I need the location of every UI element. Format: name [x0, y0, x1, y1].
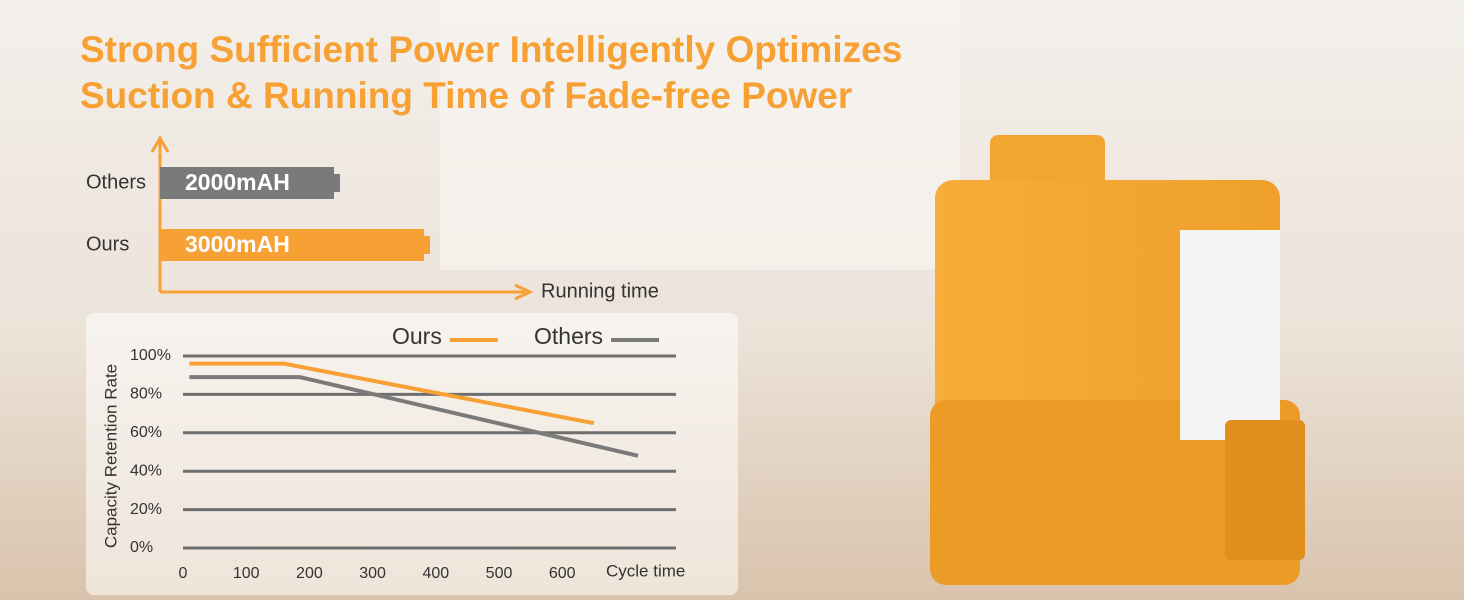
value-label: 2000mAH: [185, 169, 290, 195]
x-tick-label: 400: [422, 565, 449, 582]
bar: [160, 167, 334, 199]
bar: [160, 229, 424, 261]
series-line: [189, 375, 639, 458]
series-line: [189, 361, 595, 426]
x-tick-label: 0: [179, 565, 188, 582]
x-tick-label: 500: [486, 565, 513, 582]
x-tick-label: 100: [233, 565, 260, 582]
y-axis-arrow: [150, 134, 170, 292]
x-tick-label: 200: [296, 565, 323, 582]
bar-terminal: [334, 174, 340, 192]
value-label: 3000mAH: [185, 231, 290, 257]
y-tick-label: 80%: [130, 386, 162, 403]
y-tick-label: 0%: [130, 539, 153, 556]
x-tick-label: 600: [549, 565, 576, 582]
line-chart: Capacity Retention Rate Cycle time 0% 20%…: [101, 323, 685, 582]
x-tick-label: 300: [359, 565, 386, 582]
y-tick-label: 40%: [130, 462, 162, 479]
category-label: Others: [86, 171, 146, 193]
line-chart-panel: [86, 313, 738, 595]
y-tick-label: 60%: [130, 424, 162, 441]
category-label: Ours: [86, 233, 129, 255]
y-axis-label: Capacity Retention Rate: [101, 364, 120, 548]
cabinet: [440, 0, 960, 270]
bar-chart: Running time Others 2000mAH Ours 3000mAH: [86, 134, 659, 302]
legend-label: Others: [534, 323, 603, 349]
y-tick-label: 20%: [130, 501, 162, 518]
x-axis-label: Cycle time: [606, 561, 685, 580]
title-line: Strong Sufficient Power Intelligently Op…: [80, 29, 902, 70]
x-axis-arrow: [160, 283, 534, 301]
x-axis-label: Running time: [541, 280, 659, 302]
y-tick-label: 100%: [130, 347, 171, 364]
title-line: Suction & Running Time of Fade-free Powe…: [80, 75, 852, 116]
bar-terminal: [424, 236, 430, 254]
legend-label: Ours: [392, 323, 442, 349]
battery: [930, 135, 1305, 585]
